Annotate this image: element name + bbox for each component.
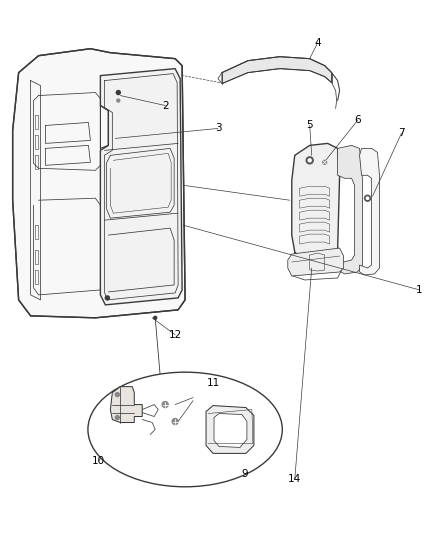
Text: 14: 14: [288, 474, 301, 484]
Circle shape: [364, 195, 371, 201]
Text: 4: 4: [314, 38, 321, 48]
Text: 1: 1: [416, 285, 423, 295]
Text: 5: 5: [307, 120, 313, 131]
Text: 10: 10: [92, 456, 105, 466]
Text: 7: 7: [398, 128, 405, 139]
Polygon shape: [288, 248, 343, 276]
Polygon shape: [222, 56, 332, 84]
Text: 9: 9: [242, 470, 248, 479]
Polygon shape: [206, 406, 254, 454]
Circle shape: [115, 393, 119, 397]
Polygon shape: [338, 146, 363, 274]
Circle shape: [306, 157, 313, 164]
Circle shape: [172, 418, 178, 424]
Circle shape: [323, 160, 327, 164]
Circle shape: [366, 197, 369, 199]
Polygon shape: [13, 49, 185, 318]
Circle shape: [117, 91, 120, 94]
Circle shape: [106, 296, 110, 300]
Polygon shape: [292, 143, 339, 265]
Circle shape: [115, 416, 119, 419]
Text: 12: 12: [169, 330, 182, 340]
Text: 3: 3: [215, 124, 221, 133]
Text: 6: 6: [354, 116, 361, 125]
Text: 11: 11: [206, 378, 219, 387]
Circle shape: [308, 159, 311, 162]
Circle shape: [117, 99, 120, 102]
Polygon shape: [110, 386, 142, 423]
Text: 2: 2: [162, 101, 169, 110]
Circle shape: [162, 401, 168, 408]
Polygon shape: [100, 69, 182, 305]
Ellipse shape: [88, 372, 283, 487]
Polygon shape: [214, 414, 247, 447]
Polygon shape: [360, 148, 379, 275]
Circle shape: [154, 317, 157, 319]
